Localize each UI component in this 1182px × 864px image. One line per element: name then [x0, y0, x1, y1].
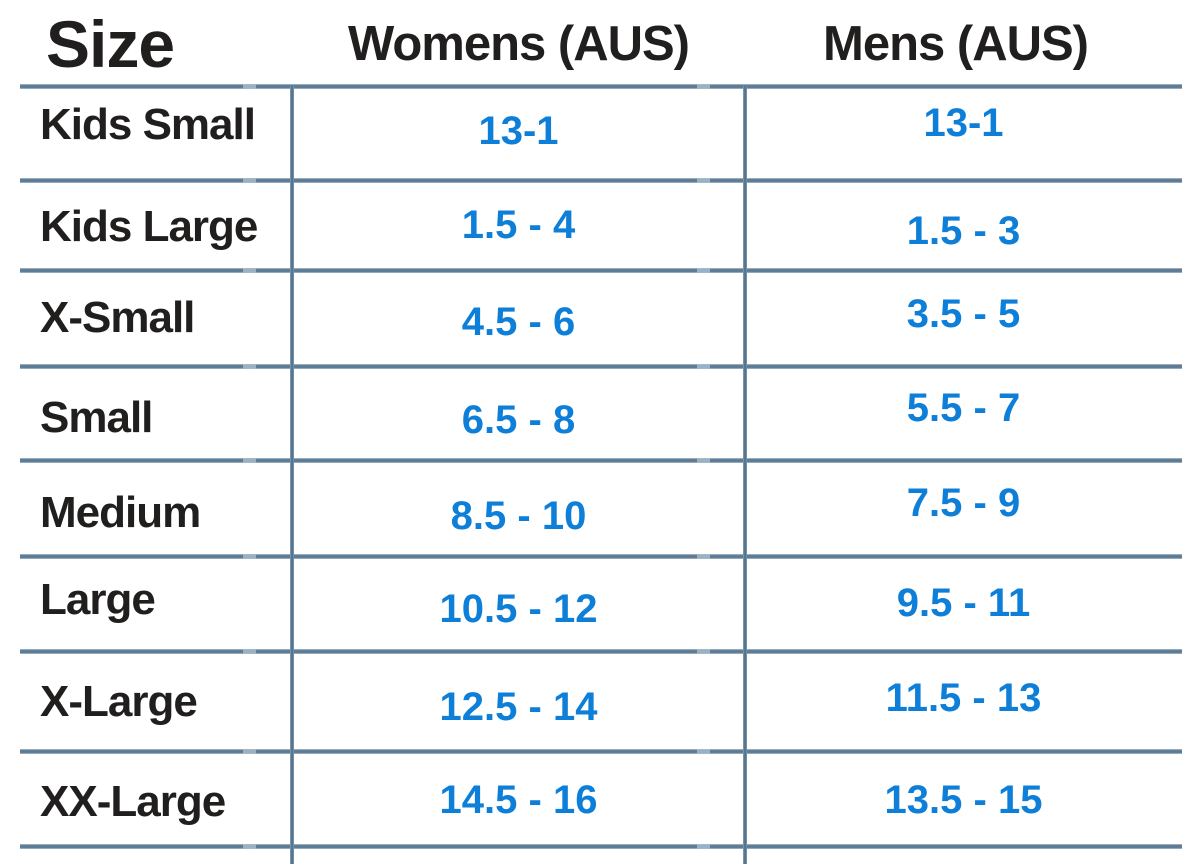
size-cell: X-Large — [40, 677, 198, 726]
row-divider — [20, 844, 1182, 849]
row-divider — [20, 458, 1182, 463]
size-cell: X-Small — [40, 293, 195, 342]
column-header-womens: Womens (AUS) — [347, 17, 690, 71]
mens-cell: 9.5 - 11 — [896, 581, 1031, 625]
column-divider — [290, 86, 294, 864]
mens-cell: 13-1 — [923, 100, 1004, 145]
womens-cell: 12.5 - 14 — [439, 684, 598, 729]
row-divider — [20, 554, 1182, 559]
mens-cell: 3.5 - 5 — [906, 291, 1021, 336]
size-cell: Kids Small — [40, 100, 256, 149]
mens-cell: 7.5 - 9 — [906, 480, 1021, 525]
row-divider — [20, 268, 1182, 273]
row-divider — [20, 84, 1182, 89]
womens-cell: 8.5 - 10 — [450, 493, 587, 538]
size-cell: XX-Large — [40, 776, 226, 826]
mens-cell: 11.5 - 13 — [885, 675, 1042, 720]
column-header-mens: Mens (AUS) — [823, 17, 1089, 71]
womens-cell: 6.5 - 8 — [461, 397, 576, 442]
size-cell: Large — [40, 574, 156, 624]
womens-cell: 13-1 — [478, 108, 559, 153]
column-divider — [743, 86, 747, 864]
row-divider — [20, 364, 1182, 369]
row-divider — [20, 178, 1182, 183]
mens-cell: 1.5 - 3 — [906, 208, 1021, 253]
womens-cell: 14.5 - 16 — [439, 778, 598, 822]
size-cell: Medium — [40, 488, 201, 537]
size-cell: Small — [40, 393, 153, 442]
mens-cell: 13.5 - 15 — [884, 778, 1043, 822]
womens-cell: 1.5 - 4 — [461, 202, 576, 247]
column-header-size: Size — [46, 7, 175, 81]
row-divider — [20, 649, 1182, 654]
row-divider — [20, 749, 1182, 754]
womens-cell: 4.5 - 6 — [461, 299, 576, 344]
mens-cell: 5.5 - 7 — [906, 385, 1021, 430]
womens-cell: 10.5 - 12 — [439, 587, 598, 631]
size-cell: Kids Large — [40, 202, 258, 251]
